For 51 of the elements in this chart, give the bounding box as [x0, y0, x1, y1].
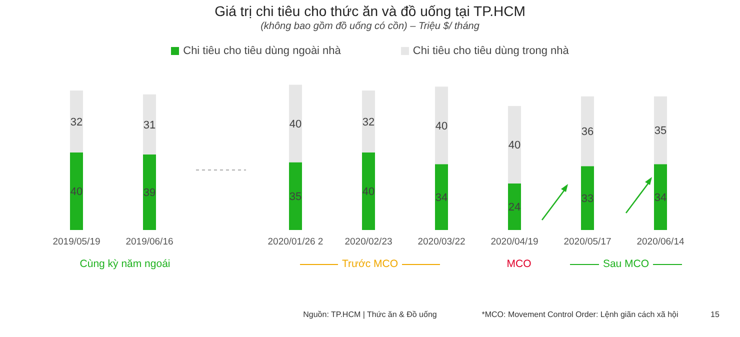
x-tick-label: 2019/05/19: [52, 236, 100, 248]
data-label: 40: [435, 120, 448, 132]
bar: [654, 164, 667, 230]
bar: [289, 162, 302, 230]
data-label: 40: [289, 118, 302, 130]
data-label: 34: [435, 192, 448, 204]
data-label: 40: [362, 186, 375, 198]
bar: [143, 94, 156, 154]
chart-title: Giá trị chi tiêu cho thức ăn và đồ uống tại TP.HCM: [214, 3, 526, 19]
data-label: 32: [362, 116, 375, 128]
bar: [508, 184, 521, 230]
data-label: 31: [143, 119, 156, 132]
data-label: 34: [654, 192, 667, 204]
bar: [70, 90, 83, 152]
bar: [435, 164, 448, 230]
text: Nguồn: TP.HCM | Thức ăn & Đồ uống: [303, 310, 437, 319]
text: MCO: [506, 258, 532, 270]
legend-label: Chi tiêu cho tiêu dùng trong nhà: [412, 45, 569, 57]
bar: [581, 96, 594, 166]
x-tick-label: 2020/02/23: [344, 236, 392, 248]
bar: [435, 86, 448, 164]
data-label: 24: [508, 202, 521, 214]
x-tick-label: 2019/06/16: [126, 236, 174, 248]
x-tick-label: 2020/06/14: [636, 236, 684, 248]
data-label: 35: [289, 191, 302, 203]
bar: [654, 96, 667, 164]
x-tick-label: 2020/01/26 2: [268, 236, 324, 248]
text: Trước MCO: [342, 258, 398, 270]
data-label: 40: [508, 140, 521, 152]
data-label: 32: [70, 116, 83, 128]
bar: [143, 154, 156, 230]
data-label: 33: [581, 192, 594, 205]
data-label: 35: [654, 125, 667, 138]
x-tick-label: 2020/03/22: [418, 236, 466, 248]
bar: [70, 152, 83, 230]
data-label: 36: [581, 126, 594, 138]
legend-label: Chi tiêu cho tiêu dùng ngoài nhà: [182, 45, 341, 57]
text: Sau MCO: [602, 258, 650, 270]
data-label: 39: [143, 187, 156, 200]
data-label: 40: [70, 186, 83, 198]
bar: [581, 166, 594, 230]
x-tick-label: 2020/05/17: [564, 236, 612, 248]
x-tick-label: 2020/04/19: [490, 236, 538, 248]
bar: [362, 152, 375, 230]
text: 15: [710, 310, 720, 319]
chart-subtitle: (không bao gồm đồ uống có cồn) – Triệu $/ tháng: [260, 21, 480, 32]
text: Cùng kỳ năm ngoái: [80, 258, 170, 270]
bar: [289, 84, 302, 162]
bar: [362, 90, 375, 152]
text: *MCO: Movement Control Order: Lệnh giãn cách xã hội: [482, 310, 678, 319]
bar: [508, 106, 521, 184]
